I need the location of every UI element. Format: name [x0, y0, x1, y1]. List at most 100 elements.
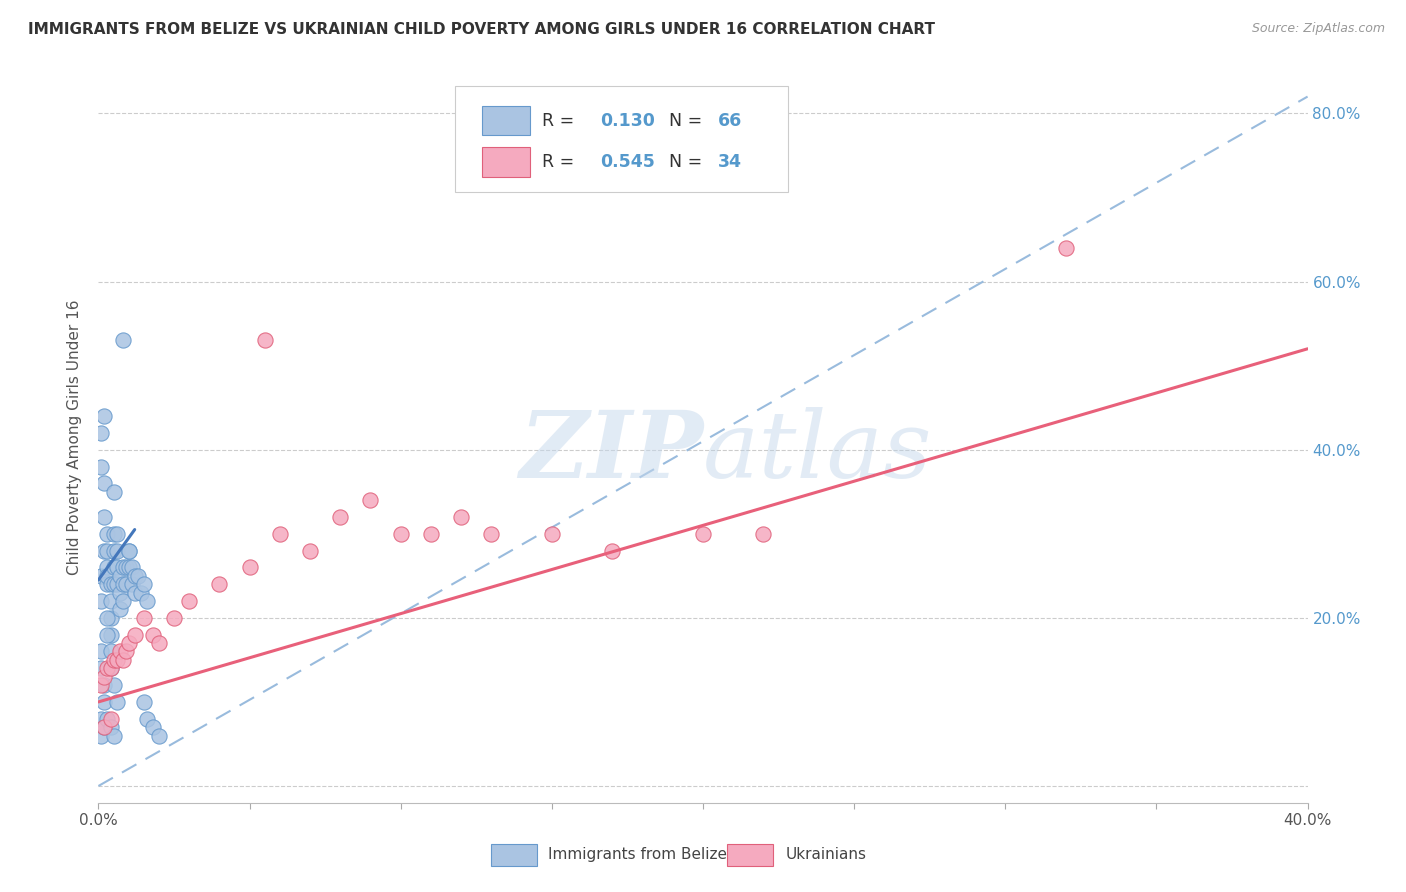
Point: [90, 569, 112, 583]
Point: [103, 543, 125, 558]
Point: [602, 543, 624, 558]
Point: [100, 594, 122, 608]
Point: [100, 627, 122, 641]
Point: [253, 334, 276, 348]
Point: [481, 526, 503, 541]
Point: [118, 560, 141, 574]
Point: [179, 594, 201, 608]
Text: N =: N =: [669, 153, 707, 171]
Point: [103, 729, 125, 743]
Point: [127, 569, 149, 583]
FancyBboxPatch shape: [492, 844, 537, 866]
Text: ZIP: ZIP: [519, 407, 703, 497]
Point: [103, 526, 125, 541]
Point: [90, 712, 112, 726]
Point: [103, 577, 125, 591]
Point: [103, 653, 125, 667]
Point: [103, 678, 125, 692]
Point: [96, 661, 118, 675]
FancyBboxPatch shape: [456, 86, 787, 192]
Point: [360, 493, 382, 508]
Point: [142, 627, 165, 641]
Point: [540, 526, 562, 541]
Point: [90, 644, 112, 658]
Point: [299, 543, 322, 558]
Point: [100, 577, 122, 591]
Point: [114, 577, 136, 591]
Point: [132, 577, 155, 591]
Point: [96, 611, 118, 625]
Point: [132, 611, 155, 625]
Point: [118, 636, 141, 650]
Point: [103, 484, 125, 499]
Point: [96, 560, 118, 574]
Point: [105, 695, 128, 709]
Point: [93, 720, 115, 734]
Point: [111, 594, 134, 608]
Point: [93, 678, 115, 692]
Point: [111, 577, 134, 591]
Text: N =: N =: [669, 112, 707, 129]
Point: [100, 720, 122, 734]
Text: R =: R =: [543, 112, 579, 129]
Point: [124, 627, 146, 641]
Point: [90, 661, 112, 675]
Point: [103, 560, 125, 574]
Point: [329, 510, 352, 524]
Point: [96, 577, 118, 591]
Point: [420, 526, 443, 541]
Point: [93, 510, 115, 524]
Text: 0.130: 0.130: [600, 112, 655, 129]
Point: [114, 560, 136, 574]
Point: [269, 526, 291, 541]
Point: [148, 636, 170, 650]
Point: [105, 577, 128, 591]
Point: [129, 585, 152, 599]
Text: 34: 34: [717, 153, 741, 171]
Text: Immigrants from Belize: Immigrants from Belize: [548, 847, 727, 863]
Point: [111, 653, 134, 667]
Point: [90, 425, 112, 440]
Text: R =: R =: [543, 153, 579, 171]
Point: [96, 526, 118, 541]
Point: [90, 594, 112, 608]
Point: [121, 577, 143, 591]
Point: [450, 510, 472, 524]
Point: [114, 644, 136, 658]
Point: [108, 602, 131, 616]
Point: [105, 543, 128, 558]
FancyBboxPatch shape: [482, 106, 530, 136]
Y-axis label: Child Poverty Among Girls Under 16: Child Poverty Among Girls Under 16: [67, 300, 83, 574]
Point: [111, 560, 134, 574]
Point: [105, 526, 128, 541]
Point: [100, 644, 122, 658]
Point: [108, 644, 131, 658]
Point: [93, 476, 115, 491]
Point: [111, 334, 134, 348]
Point: [239, 560, 262, 574]
Point: [93, 720, 115, 734]
Text: atlas: atlas: [703, 407, 932, 497]
Text: 66: 66: [717, 112, 742, 129]
Point: [100, 611, 122, 625]
Point: [96, 569, 118, 583]
Point: [121, 560, 143, 574]
Point: [105, 560, 128, 574]
Point: [105, 653, 128, 667]
Point: [118, 543, 141, 558]
Point: [100, 661, 122, 675]
Point: [124, 569, 146, 583]
Point: [100, 712, 122, 726]
Point: [100, 661, 122, 675]
Point: [90, 678, 112, 692]
Point: [96, 712, 118, 726]
Point: [135, 712, 157, 726]
FancyBboxPatch shape: [727, 844, 773, 866]
Point: [108, 585, 131, 599]
Point: [208, 577, 231, 591]
Point: [142, 720, 165, 734]
Text: Ukrainians: Ukrainians: [785, 847, 866, 863]
Point: [135, 594, 157, 608]
Text: Source: ZipAtlas.com: Source: ZipAtlas.com: [1251, 22, 1385, 36]
Text: 0.545: 0.545: [600, 153, 655, 171]
